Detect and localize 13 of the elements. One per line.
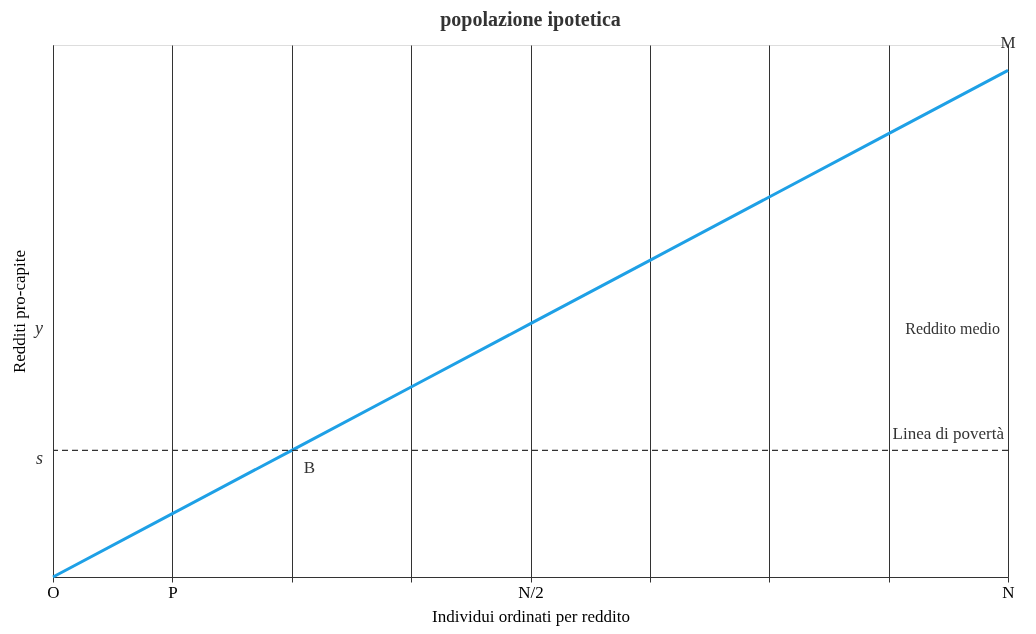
chart-title: popolazione ipotetica: [440, 8, 621, 31]
x-tick-label: N/2: [518, 582, 544, 602]
annotation: B: [303, 458, 316, 478]
y-axis-title: Redditi pro-capite: [9, 249, 29, 374]
x-axis-title: Individui ordinati per reddito: [432, 606, 630, 626]
text: s: [35, 448, 43, 468]
x-tick-label: N: [1002, 582, 1015, 602]
annotation: Reddito medio: [905, 320, 1000, 337]
text: y: [33, 318, 43, 338]
x-tick-label: P: [168, 582, 178, 602]
ref-line-label: Linea di povertà: [892, 424, 1005, 444]
x-tick-label: O: [47, 582, 60, 602]
text: M: [1000, 33, 1016, 52]
